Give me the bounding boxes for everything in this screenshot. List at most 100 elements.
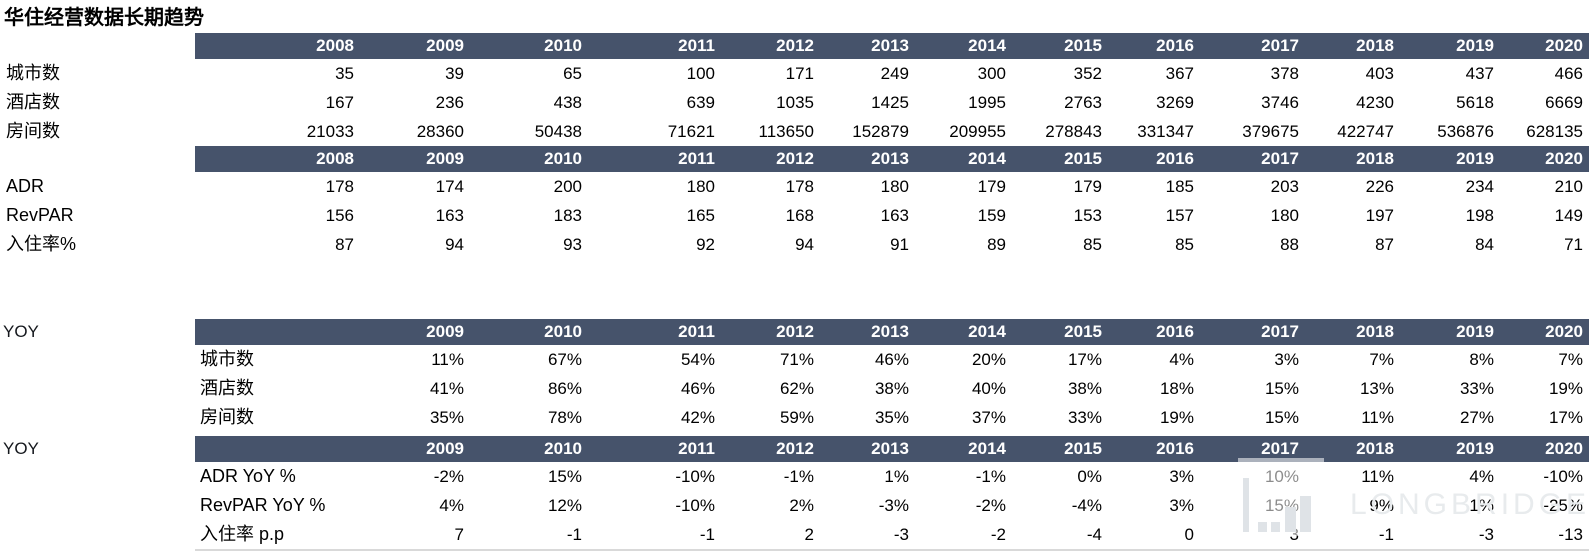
data-cell: 67% [547, 350, 582, 369]
data-cell: 54% [680, 350, 715, 369]
year-header: 2017 [1200, 319, 1305, 345]
data-cell: 71% [779, 350, 814, 369]
data-cell: 5618 [1456, 93, 1494, 112]
data-cell: 2 [804, 525, 814, 544]
data-cell: 180 [1270, 206, 1299, 225]
data-cell: 466 [1554, 64, 1583, 83]
data-cell: 157 [1165, 206, 1194, 225]
year-header: 2010 [470, 33, 588, 59]
data-cell: 167 [325, 93, 354, 112]
data-cell: 62% [779, 379, 814, 398]
year-header: 2011 [588, 33, 721, 59]
data-cell: 33% [1459, 379, 1494, 398]
data-cell: 15% [547, 467, 582, 486]
data-cell: 200 [553, 177, 582, 196]
data-cell: 422747 [1337, 122, 1394, 141]
year-header: 2020 [1500, 436, 1589, 462]
year-header: 2016 [1108, 33, 1200, 59]
data-cell: 91 [890, 235, 909, 254]
data-cell: 198 [1465, 206, 1494, 225]
data-cell: 15% [1264, 408, 1299, 427]
data-cell: 236 [435, 93, 464, 112]
data-cell: 28360 [416, 122, 464, 141]
year-header: 2020 [1500, 33, 1589, 59]
data-cell: 628135 [1526, 122, 1583, 141]
year-header: 2009 [360, 436, 470, 462]
data-cell: 179 [977, 177, 1006, 196]
data-cell: 15% [1264, 379, 1299, 398]
page-title: 华住经营数据长期趋势 [4, 7, 204, 29]
data-cell: 234 [1465, 177, 1494, 196]
data-cell: 18% [1159, 379, 1194, 398]
data-cell: -3% [878, 496, 909, 515]
year-header: 2012 [721, 33, 820, 59]
data-cell: 19% [1548, 379, 1583, 398]
data-cell: 86% [547, 379, 582, 398]
year-header: 2011 [588, 146, 721, 172]
section-label: YOY [3, 322, 39, 341]
year-header: 2013 [820, 436, 915, 462]
data-cell: 171 [785, 64, 814, 83]
data-cell: 2% [789, 496, 814, 515]
data-cell: 17% [1548, 408, 1583, 427]
data-cell: 210 [1554, 177, 1583, 196]
data-cell: 3 [1289, 525, 1299, 544]
year-header: 2010 [470, 146, 588, 172]
data-cell: 639 [686, 93, 715, 112]
year-header: 2009 [360, 146, 470, 172]
table-bottom-border [195, 549, 1589, 551]
data-cell: -4% [1071, 496, 1102, 515]
data-cell: 379675 [1242, 122, 1299, 141]
year-header: 2008 [195, 33, 360, 59]
year-header: 2014 [915, 436, 1012, 462]
data-cell: 38% [874, 379, 909, 398]
year-header: 2011 [588, 319, 721, 345]
row-label: 入住率% [6, 234, 77, 254]
row-label: RevPAR YoY % [200, 495, 326, 515]
year-header: 2018 [1305, 319, 1400, 345]
table-scale-yoy: YOY 2009 2010 2011 2012 2013 2014 2015 2016 2017 2… [0, 319, 1589, 432]
data-cell: 152879 [852, 122, 909, 141]
data-cell: 159 [977, 206, 1006, 225]
data-cell: 7% [1369, 350, 1394, 369]
data-cell: 92 [696, 235, 715, 254]
data-cell: 378 [1270, 64, 1299, 83]
section-label [0, 33, 195, 59]
data-cell: 40% [971, 379, 1006, 398]
data-cell: 352 [1073, 64, 1102, 83]
data-cell: 0 [1184, 525, 1194, 544]
data-cell: -1% [783, 467, 814, 486]
data-cell: 149 [1554, 206, 1583, 225]
row-label: 入住率 p.p [200, 524, 285, 544]
data-cell: 180 [686, 177, 715, 196]
year-header: 2019 [1400, 319, 1500, 345]
row-label: ADR [6, 176, 45, 196]
year-header: 2020 [1500, 319, 1589, 345]
year-header: 2010 [470, 436, 588, 462]
year-header: 2019 [1400, 33, 1500, 59]
data-cell: -3 [1478, 525, 1494, 544]
year-header: 2020 [1500, 146, 1589, 172]
data-cell: 33% [1067, 408, 1102, 427]
year-header: 2015 [1012, 146, 1108, 172]
data-cell: 21033 [306, 122, 354, 141]
year-header: 2018 [1305, 436, 1400, 462]
data-cell: 226 [1365, 177, 1394, 196]
data-cell: 35% [874, 408, 909, 427]
data-cell: 6669 [1545, 93, 1583, 112]
data-cell: 7% [1558, 350, 1583, 369]
data-cell: 4% [439, 496, 464, 515]
year-header-blank [195, 436, 360, 462]
data-cell: 65 [563, 64, 582, 83]
data-cell: 174 [435, 177, 464, 196]
data-cell: 7 [454, 525, 464, 544]
year-header: 2018 [1305, 33, 1400, 59]
year-header: 2014 [915, 319, 1012, 345]
data-cell: 438 [553, 93, 582, 112]
year-header: 2019 [1400, 146, 1500, 172]
year-header: 2012 [721, 319, 820, 345]
data-cell: -1 [699, 525, 715, 544]
data-cell: 331347 [1137, 122, 1194, 141]
data-cell: 153 [1073, 206, 1102, 225]
year-header: 2008 [195, 146, 360, 172]
